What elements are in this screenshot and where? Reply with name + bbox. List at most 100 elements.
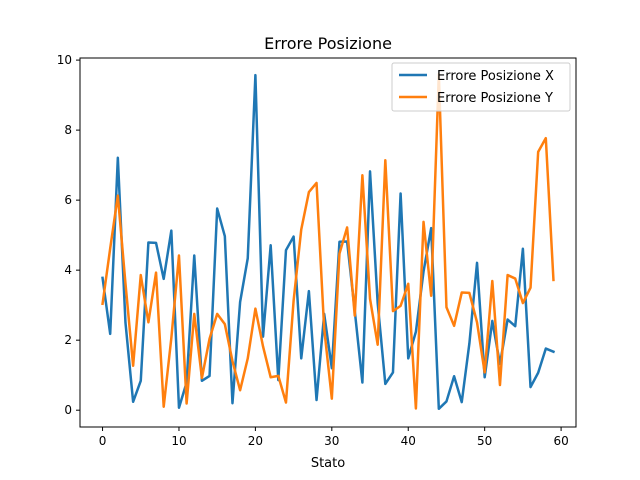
data-point [407, 357, 409, 359]
data-point [269, 376, 271, 378]
data-point [392, 371, 394, 373]
data-point [247, 257, 249, 259]
data-point [101, 303, 103, 305]
data-point [124, 321, 126, 323]
data-point [545, 347, 547, 349]
data-point [185, 402, 187, 404]
data-point [453, 375, 455, 377]
data-point [300, 228, 302, 230]
x-tick-label: 10 [171, 434, 186, 448]
data-point [499, 384, 501, 386]
data-point [514, 277, 516, 279]
data-point [537, 372, 539, 374]
data-point [254, 307, 256, 309]
data-point [483, 371, 485, 373]
x-tick-label: 60 [553, 434, 568, 448]
y-tick-label: 0 [64, 403, 72, 417]
data-point [338, 241, 340, 243]
data-point [155, 242, 157, 244]
data-point [140, 274, 142, 276]
data-point [285, 401, 287, 403]
data-point [369, 298, 371, 300]
data-point [506, 274, 508, 276]
data-point [269, 244, 271, 246]
data-point [132, 401, 134, 403]
series-line [101, 73, 556, 411]
data-point [193, 254, 195, 256]
data-point [147, 321, 149, 323]
x-tick-label: 40 [401, 434, 416, 448]
x-tick-label: 0 [99, 434, 107, 448]
data-point [468, 342, 470, 344]
data-point [445, 306, 447, 308]
data-point [476, 262, 478, 264]
data-point [376, 344, 378, 346]
data-point [461, 401, 463, 403]
data-point [239, 301, 241, 303]
data-point [231, 360, 233, 362]
data-point [155, 271, 157, 273]
data-point [117, 194, 119, 196]
data-point [147, 241, 149, 243]
data-point [117, 157, 119, 159]
data-point [476, 321, 478, 323]
data-point [338, 253, 340, 255]
x-tick-label: 50 [477, 434, 492, 448]
data-point [224, 235, 226, 237]
data-point [247, 357, 249, 359]
data-point [399, 305, 401, 307]
data-point [491, 320, 493, 322]
x-tick-label: 30 [324, 434, 339, 448]
data-point [277, 375, 279, 377]
data-point [254, 74, 256, 76]
data-point [208, 338, 210, 340]
x-tick-label: 20 [248, 434, 263, 448]
data-point [407, 283, 409, 285]
data-point [415, 407, 417, 409]
data-point [308, 290, 310, 292]
y-tick-label: 10 [57, 53, 72, 67]
legend: Errore Posizione X Errore Posizione Y [391, 62, 571, 112]
data-point [315, 182, 317, 184]
data-point [430, 295, 432, 297]
data-point [514, 325, 516, 327]
y-tick-label: 4 [64, 263, 72, 277]
data-point [292, 299, 294, 301]
y-axis-ticks: 0 2 4 6 8 10 [57, 53, 80, 417]
data-point [491, 280, 493, 282]
data-point [438, 408, 440, 410]
data-point [445, 400, 447, 402]
legend-box [391, 62, 571, 112]
data-point [315, 399, 317, 401]
x-axis-ticks: 0 10 20 30 40 50 60 [99, 427, 569, 448]
data-point [224, 323, 226, 325]
data-point [262, 345, 264, 347]
data-point [545, 137, 547, 139]
data-point [529, 386, 531, 388]
plot-frame [79, 57, 577, 428]
series-y [101, 72, 555, 410]
data-point [109, 247, 111, 249]
chart-title: Errore Posizione [264, 34, 392, 53]
data-point [522, 302, 524, 304]
series-line [101, 72, 555, 410]
data-point [331, 397, 333, 399]
data-point [178, 407, 180, 409]
data-point [201, 377, 203, 379]
legend-label-x: Errore Posizione X [437, 69, 554, 84]
data-point [170, 229, 172, 231]
data-point [292, 235, 294, 237]
data-point [162, 405, 164, 407]
legend-label-y: Errore Posizione Y [437, 91, 553, 106]
y-tick-label: 2 [64, 333, 72, 347]
data-point [392, 310, 394, 312]
data-point [208, 375, 210, 377]
data-point [430, 227, 432, 229]
data-point [529, 286, 531, 288]
data-point [461, 291, 463, 293]
data-point [140, 380, 142, 382]
data-point [178, 254, 180, 256]
data-point [162, 278, 164, 280]
data-point [399, 192, 401, 194]
data-point [361, 174, 363, 176]
